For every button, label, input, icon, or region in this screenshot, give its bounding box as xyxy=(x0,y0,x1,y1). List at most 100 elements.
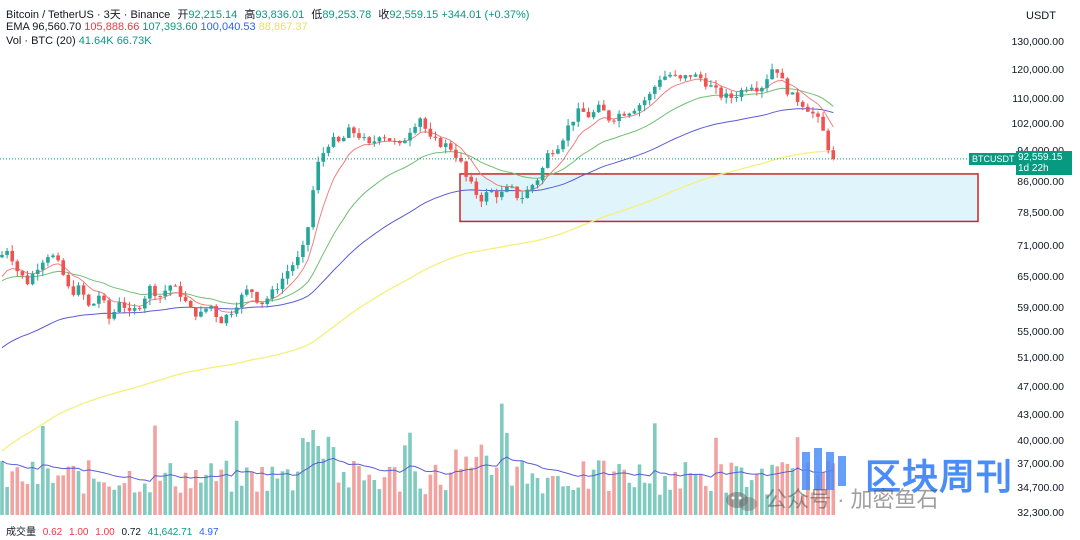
candle-body xyxy=(143,298,147,309)
candle-body xyxy=(433,136,438,138)
ema-legend: EMA 96,560.70 105,888.66 107,393.60 100,… xyxy=(6,21,308,33)
candle-body xyxy=(617,113,621,122)
volume-bar xyxy=(316,445,320,515)
bar-countdown: 1d 22h xyxy=(1018,163,1049,174)
candle-body xyxy=(576,108,581,122)
support-zone-box[interactable] xyxy=(459,173,979,223)
ema-line-3 xyxy=(1,108,834,349)
candle-body xyxy=(56,255,60,261)
volume-bar xyxy=(76,470,81,515)
axis-tick: 71,000.00 xyxy=(1017,240,1064,252)
candle-body xyxy=(86,294,91,306)
candle-body xyxy=(280,278,285,290)
volume-bar xyxy=(683,462,688,515)
candle-body xyxy=(46,257,50,263)
volume-bar xyxy=(290,490,295,515)
axis-currency-button[interactable]: USDT xyxy=(1026,10,1056,22)
candle-body xyxy=(647,93,652,101)
volume-bar xyxy=(51,482,55,515)
volume-bar xyxy=(428,474,433,515)
volume-bar xyxy=(438,484,443,515)
volume-bar xyxy=(459,468,463,515)
volume-bar xyxy=(107,486,111,515)
volume-bar xyxy=(561,486,565,515)
candle-body xyxy=(357,133,361,138)
vol-legend: Vol · BTC (20) 41.64K 66.73K xyxy=(6,35,152,47)
volume-bar xyxy=(607,490,611,515)
ema-value-2: 105,888.66 xyxy=(84,21,140,33)
candle-body xyxy=(51,255,55,258)
axis-tick: 47,000.00 xyxy=(1017,381,1064,393)
change-value: +344.01 (+0.37%) xyxy=(441,9,530,21)
candle-body xyxy=(800,101,805,107)
candle-body xyxy=(255,292,259,303)
vol-label: Vol · BTC (20) xyxy=(6,35,76,47)
candle-body xyxy=(658,79,662,87)
volume-bar xyxy=(5,486,9,515)
high-value: 93,836.01 xyxy=(255,9,305,21)
candle-body xyxy=(806,106,810,112)
watermark-subtitle: 公众号 · 加密鱼石 xyxy=(725,482,939,514)
candle-body xyxy=(821,116,825,131)
volume-bar xyxy=(403,445,407,515)
axis-tick: 59,000.00 xyxy=(1017,302,1064,314)
volume-bar xyxy=(800,494,805,515)
candle-body xyxy=(459,157,463,162)
volume-bar xyxy=(153,425,157,515)
volume-bar xyxy=(122,483,127,515)
candle-body xyxy=(418,118,422,127)
candle-body xyxy=(326,146,331,154)
candle-body xyxy=(760,87,764,92)
volume-bar xyxy=(545,477,550,515)
candle-body xyxy=(41,262,45,270)
candle-body xyxy=(158,295,162,297)
candle-body xyxy=(382,137,387,139)
vol-value-1: 41.64K xyxy=(78,35,114,47)
volume-bar xyxy=(331,447,336,515)
candle-body xyxy=(622,113,626,116)
candle-body xyxy=(719,87,723,98)
volume-bar xyxy=(285,469,290,515)
ema-line-4 xyxy=(1,150,834,452)
volume-bar xyxy=(658,494,662,515)
volume-bar xyxy=(760,468,764,515)
watermark-subtitle-text: 公众号 · 加密鱼石 xyxy=(765,487,939,512)
volume-bar xyxy=(785,463,790,515)
volume-bar xyxy=(326,436,331,515)
volume-bar xyxy=(0,461,4,515)
candle-body xyxy=(729,93,734,98)
volume-bar xyxy=(484,455,489,515)
volume-bar xyxy=(158,480,162,515)
volume-bar xyxy=(392,467,397,515)
wechat-icon xyxy=(726,492,757,512)
candle-body xyxy=(688,75,693,77)
volume-bar xyxy=(46,468,50,515)
volume-bar xyxy=(204,474,208,515)
volume-bar xyxy=(449,472,453,515)
volume-bar xyxy=(413,471,417,515)
candle-body xyxy=(668,74,672,77)
candle-body xyxy=(770,69,774,80)
volume-bar xyxy=(61,475,65,515)
volume-bar xyxy=(352,460,356,515)
volume-bar xyxy=(816,474,820,515)
candle-body xyxy=(551,153,555,155)
candle-body xyxy=(224,314,229,324)
candle-body xyxy=(678,75,683,79)
candle-body xyxy=(71,286,76,295)
candle-body xyxy=(148,285,152,299)
candle-body xyxy=(352,127,356,134)
volume-bar xyxy=(510,485,514,515)
volume-bar xyxy=(535,477,540,515)
volume-bar xyxy=(270,466,275,515)
candle-body xyxy=(755,87,759,92)
volume-bar xyxy=(653,423,657,515)
candle-body xyxy=(698,74,703,79)
volume-bar xyxy=(398,491,402,515)
volume-bar xyxy=(530,473,535,515)
brand-logo-icon xyxy=(802,448,846,490)
axis-tick: 34,700.00 xyxy=(1017,482,1064,494)
volume-bar xyxy=(678,488,683,515)
volume-bar xyxy=(86,460,91,515)
